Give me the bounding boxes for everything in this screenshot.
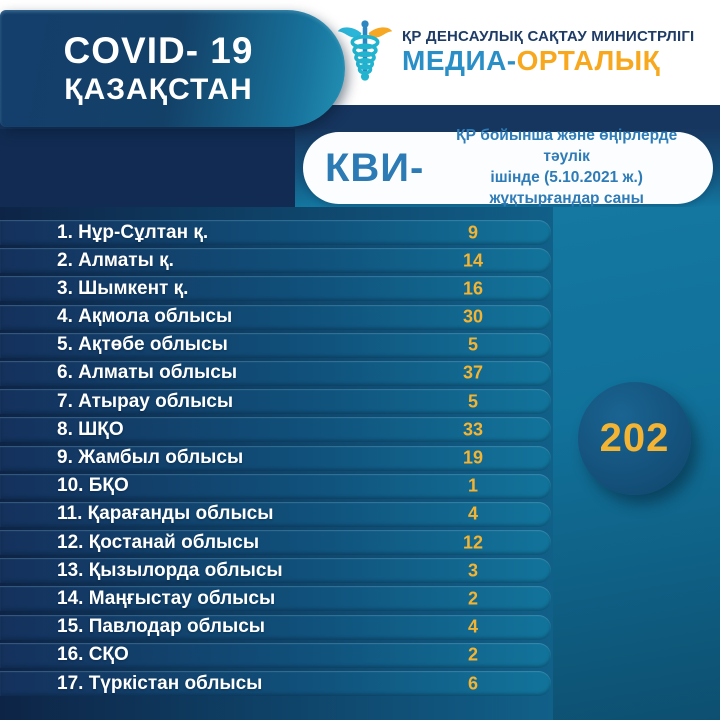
region-row: 6. Алматы облысы 37: [0, 360, 551, 386]
region-label: 2. Алматы қ.: [57, 249, 174, 271]
total-circle: 202: [578, 382, 691, 495]
kvi-description-line: ҚР бойынша және өңірлерде тәулік: [456, 127, 678, 166]
kvi-description: ҚР бойынша және өңірлерде тәулік ішінде …: [436, 126, 713, 210]
region-row: 2. Алматы қ. 14: [0, 248, 551, 274]
badge-subtitle: ҚАЗАҚСТАН: [64, 72, 253, 106]
region-value: 3: [467, 560, 478, 581]
region-row: 17. Түркістан облысы 6: [0, 671, 551, 696]
region-label: 1. Нұр-Сұлтан қ.: [57, 221, 209, 243]
region-value: 1: [467, 475, 478, 496]
region-row: 3. Шымкент қ. 16: [0, 276, 551, 302]
region-label: 17. Түркістан облысы: [57, 672, 263, 694]
region-value: 37: [462, 362, 484, 383]
region-value: 19: [462, 447, 484, 468]
region-value: 16: [462, 278, 484, 299]
region-label: 13. Қызылорда облысы: [57, 559, 283, 581]
region-row: 9. Жамбыл облысы 19: [0, 445, 551, 471]
region-value: 2: [467, 588, 478, 609]
region-value: 4: [467, 616, 478, 637]
region-value: 30: [462, 306, 484, 327]
region-row: 16. СҚО 2: [0, 642, 551, 668]
region-row: 11. Қарағанды облысы 4: [0, 501, 551, 527]
region-label: 10. БҚО: [57, 475, 129, 497]
region-row: 1. Нұр-Сұлтан қ. 9: [0, 220, 551, 245]
region-value: 2: [467, 644, 478, 665]
region-row: 12. Қостанай облысы 12: [0, 530, 551, 556]
region-value: 6: [467, 673, 478, 693]
region-label: 5. Ақтөбе облысы: [57, 334, 228, 356]
logo-text: ҚР ДЕНСАУЛЫҚ САҚТАУ МИНИСТРЛІГІ МЕДИА-ОР…: [402, 27, 695, 77]
ministry-logo: ҚР ДЕНСАУЛЫҚ САҚТАУ МИНИСТРЛІГІ МЕДИА-ОР…: [336, 18, 694, 88]
caduceus-icon: [337, 19, 393, 81]
region-value: 5: [467, 391, 478, 412]
ministry-name: ҚР ДЕНСАУЛЫҚ САҚТАУ МИНИСТРЛІГІ: [402, 27, 695, 45]
region-row: 13. Қызылорда облысы 3: [0, 558, 551, 584]
kvi-band: КВИ- ҚР бойынша және өңірлерде тәулік іш…: [295, 127, 720, 207]
region-label: 6. Алматы облысы: [57, 362, 238, 384]
region-label: 11. Қарағанды облысы: [57, 503, 274, 525]
region-list: 1. Нұр-Сұлтан қ. 9 2. Алматы қ. 14 3. Шымкен…: [0, 207, 553, 720]
region-label: 15. Павлодар облысы: [57, 616, 265, 638]
region-label: 16. СҚО: [57, 644, 129, 666]
kvi-description-line: ішінде (5.10.2021 ж.): [490, 169, 643, 186]
right-panel: 202: [553, 207, 720, 720]
kvi-label: КВИ-: [325, 145, 425, 190]
media-center-brand: МЕДИА-ОРТАЛЫҚ: [402, 44, 694, 77]
region-value: 9: [467, 222, 478, 242]
brand-media: МЕДИА-: [402, 44, 517, 76]
region-value: 12: [462, 532, 484, 553]
region-label: 7. Атырау облысы: [57, 390, 234, 412]
region-value: 5: [467, 334, 478, 355]
region-row: 4. Ақмола облысы 30: [0, 304, 551, 330]
region-label: 12. Қостанай облысы: [57, 531, 260, 553]
covid-title-badge: COVID- 19 ҚАЗАҚСТАН: [0, 10, 345, 127]
region-label: 8. ШҚО: [57, 418, 124, 440]
region-label: 3. Шымкент қ.: [57, 277, 189, 299]
region-row: 14. Маңғыстау облысы 2: [0, 586, 551, 612]
kvi-pill: КВИ- ҚР бойынша және өңірлерде тәулік іш…: [303, 127, 713, 207]
badge-title: COVID- 19: [63, 30, 254, 72]
region-row: 7. Атырау облысы 5: [0, 389, 551, 415]
region-row: 15. Павлодар облысы 4: [0, 614, 551, 640]
kvi-description-line: жұқтырғандар саны: [489, 189, 644, 207]
region-value: 4: [467, 503, 478, 524]
region-label: 14. Маңғыстау облысы: [57, 587, 276, 609]
brand-ortalyk: ОРТАЛЫҚ: [516, 44, 661, 76]
region-row: 8. ШҚО 33: [0, 417, 551, 443]
region-row: 5. Ақтөбе облысы 5: [0, 332, 551, 358]
total-value: 202: [599, 416, 670, 460]
region-label: 9. Жамбыл облысы: [57, 447, 244, 468]
region-value: 14: [462, 250, 484, 271]
region-label: 4. Ақмола облысы: [57, 306, 233, 328]
region-row: 10. БҚО 1: [0, 473, 551, 499]
region-value: 33: [462, 419, 484, 440]
